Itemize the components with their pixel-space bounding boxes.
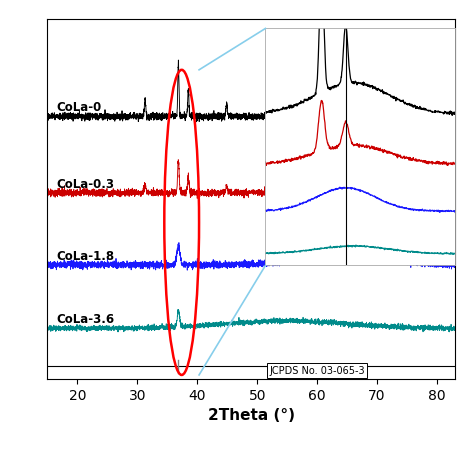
Text: CoLa-3.6: CoLa-3.6	[56, 313, 115, 326]
Text: CoLa-1.8: CoLa-1.8	[56, 250, 115, 263]
Text: JCPDS No. 03-065-3: JCPDS No. 03-065-3	[269, 366, 365, 376]
Text: CoLa-0.3: CoLa-0.3	[56, 178, 114, 191]
Text: CoLa-0: CoLa-0	[56, 101, 101, 114]
X-axis label: 2Theta (°): 2Theta (°)	[208, 409, 295, 423]
